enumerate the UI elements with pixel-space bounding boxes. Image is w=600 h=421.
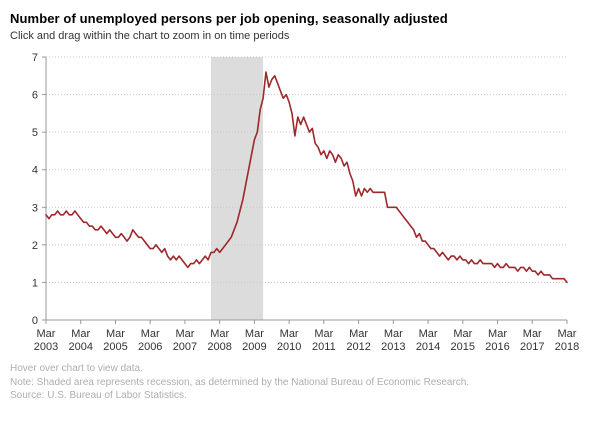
y-tick-label: 1 xyxy=(32,277,38,289)
x-tick-year: 2004 xyxy=(68,341,92,353)
x-tick-year: 2005 xyxy=(103,341,127,353)
x-tick-year: 2010 xyxy=(277,341,301,353)
chart-plot-area[interactable]: 0 1 2 3 4 5 6 7 Mar 2003 Mar 2004 Mar 2005 Mar 2006 Mar 2… xyxy=(0,50,600,356)
y-tick-label: 6 xyxy=(32,90,38,102)
x-tick-month: Mar xyxy=(71,328,90,340)
x-tick-year: 2011 xyxy=(312,341,336,353)
x-tick-year: 2017 xyxy=(520,341,544,353)
y-tick-label: 5 xyxy=(32,127,38,139)
x-axis-tick-labels: Mar2003Mar2004Mar2005Mar2006Mar2007Mar20… xyxy=(34,320,579,353)
x-tick-year: 2008 xyxy=(207,341,231,353)
x-tick-month: Mar xyxy=(37,328,56,340)
chart-footer: Hover over chart to view data. Note: Sha… xyxy=(0,356,600,403)
x-tick-month: Mar xyxy=(453,328,472,340)
x-tick-month: Mar xyxy=(384,328,403,340)
y-tick-label: 3 xyxy=(32,202,38,214)
x-tick-month: Mar xyxy=(523,328,542,340)
y-tick-label: 0 xyxy=(32,315,38,327)
x-tick-year: 2009 xyxy=(242,341,266,353)
x-tick-year: 2007 xyxy=(173,341,197,353)
gridlines xyxy=(46,56,567,283)
recession-band xyxy=(210,57,264,320)
y-tick-label: 4 xyxy=(32,165,38,177)
x-tick-month: Mar xyxy=(210,328,229,340)
x-tick-month: Mar xyxy=(141,328,160,340)
chart-zoom-hint: Click and drag within the chart to zoom … xyxy=(10,30,290,42)
x-tick-year: 2014 xyxy=(416,341,440,353)
axes xyxy=(45,57,567,321)
x-tick-year: 2003 xyxy=(34,341,58,353)
x-tick-month: Mar xyxy=(314,328,333,340)
unemployed-per-opening-line xyxy=(45,71,568,284)
y-tick-label: 2 xyxy=(32,240,38,252)
x-tick-month: Mar xyxy=(488,328,507,340)
x-tick-year: 2013 xyxy=(381,341,405,353)
source-note: Source: U.S. Bureau of Labor Statistics. xyxy=(10,390,187,401)
y-axis-tick-labels: 0 1 2 3 4 5 6 7 xyxy=(32,52,46,327)
x-tick-year: 2006 xyxy=(138,341,162,353)
x-tick-month: Mar xyxy=(106,328,125,340)
page-title: Number of unemployed persons per job ope… xyxy=(10,11,448,26)
recession-note: Note: Shaded area represents recession, … xyxy=(10,376,470,388)
y-tick-label: 7 xyxy=(32,52,38,64)
x-tick-month: Mar xyxy=(419,328,438,340)
x-tick-month: Mar xyxy=(280,328,299,340)
x-tick-month: Mar xyxy=(558,328,577,340)
x-tick-month: Mar xyxy=(175,328,194,340)
x-tick-year: 2015 xyxy=(451,341,475,353)
x-tick-year: 2012 xyxy=(346,341,370,353)
x-tick-month: Mar xyxy=(245,328,264,340)
x-tick-month: Mar xyxy=(349,328,368,340)
x-tick-year: 2016 xyxy=(485,341,509,353)
timeseries-line-chart[interactable]: 01234567Mar2003Mar2004Mar2005Mar2006Mar2… xyxy=(0,50,600,356)
x-tick-year: 2018 xyxy=(555,341,579,353)
hover-note: Hover over chart to view data. xyxy=(10,363,143,374)
